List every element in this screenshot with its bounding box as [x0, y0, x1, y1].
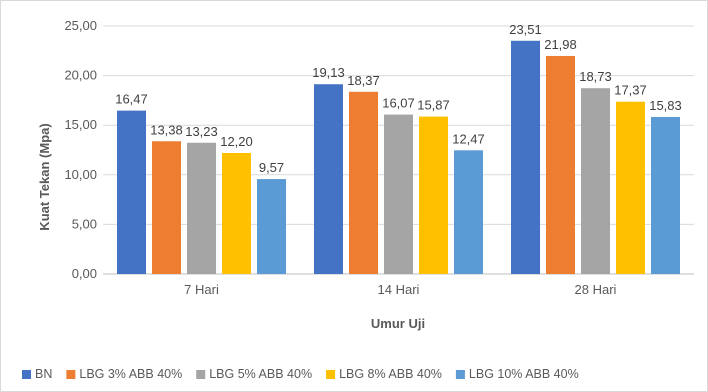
- bars: [117, 40, 680, 275]
- bar: [257, 179, 286, 274]
- data-label: 18,73: [579, 69, 612, 84]
- legend-swatch: [326, 370, 336, 379]
- data-label: 16,07: [382, 96, 415, 111]
- data-label: 18,37: [347, 73, 380, 88]
- legend-entry: LBG 8% ABB 40%: [339, 367, 442, 381]
- legend-swatch: [22, 370, 31, 379]
- y-axis-title: Kuat Tekan (Mpa): [37, 123, 52, 230]
- y-tick-label: 5,00: [72, 216, 97, 231]
- legend-swatch: [455, 370, 465, 379]
- legend-entry: LBG 3% ABB 40%: [79, 367, 182, 381]
- y-tick-label: 0,00: [72, 266, 97, 281]
- bar: [511, 40, 540, 275]
- legend-swatch: [66, 370, 76, 379]
- x-tick-label: 28 Hari: [575, 282, 617, 297]
- legend-swatch: [196, 370, 206, 379]
- data-label: 15,83: [649, 98, 682, 113]
- bar: [117, 110, 146, 274]
- data-label: 13,23: [185, 124, 218, 139]
- legend-entry: LBG 10% ABB 40%: [469, 367, 579, 381]
- data-label: 12,20: [220, 134, 253, 149]
- bar: [419, 116, 448, 274]
- bar: [187, 142, 216, 274]
- data-label: 13,38: [150, 122, 183, 137]
- data-label: 15,87: [417, 98, 450, 113]
- data-label: 19,13: [312, 65, 345, 80]
- bar: [581, 88, 610, 275]
- bar: [222, 152, 251, 274]
- bar: [384, 114, 413, 274]
- legend: BN LBG 3% ABB 40% LBG 5% ABB 40% LBG 8% ABB…: [22, 367, 579, 381]
- bar: [314, 84, 343, 274]
- y-tick-label: 10,00: [64, 167, 97, 182]
- data-label: 12,47: [452, 131, 485, 146]
- data-label: 9,57: [259, 160, 284, 175]
- bar: [546, 55, 575, 274]
- legend-entry: BN: [35, 367, 52, 381]
- bar: [349, 91, 378, 275]
- x-tick-label: 7 Hari: [184, 282, 219, 297]
- bar: [152, 141, 181, 274]
- bar: [651, 116, 680, 274]
- bar: [454, 150, 483, 274]
- data-label: 17,37: [614, 83, 647, 98]
- bar: [616, 101, 645, 274]
- legend-entry: LBG 5% ABB 40%: [209, 367, 312, 381]
- x-axis-title: Umur Uji: [371, 316, 425, 331]
- y-tick-label: 25,00: [64, 18, 97, 33]
- y-tick-label: 15,00: [64, 117, 97, 132]
- y-tick-label: 20,00: [64, 68, 97, 83]
- x-tick-label: 14 Hari: [378, 282, 420, 297]
- data-label: 23,51: [509, 22, 542, 37]
- data-label: 16,47: [115, 92, 148, 107]
- y-axis-ticks: 0,00 5,00 10,00 15,00 20,00 25,00: [64, 18, 97, 281]
- data-label: 21,98: [544, 37, 577, 52]
- x-axis-ticks: 7 Hari 14 Hari 28 Hari: [184, 282, 616, 297]
